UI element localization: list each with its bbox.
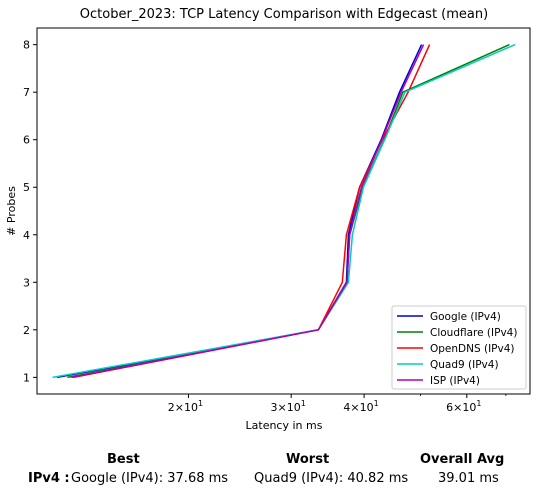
x-tick-exponent: 1 [374, 399, 379, 408]
x-tick-base: 6×10 [446, 401, 476, 414]
best-value: Google (IPv4): 37.68 ms [71, 471, 229, 486]
x-tick-label: 2×101 [168, 399, 203, 414]
series-line-1 [56, 44, 423, 379]
legend-entry: Cloudflare (IPv4) [430, 327, 517, 339]
y-tick-label: 2 [23, 324, 30, 337]
legend-frame [391, 305, 527, 390]
x-tick-exponent: 1 [198, 399, 203, 408]
legend-entry: Quad9 (IPv4) [430, 359, 499, 371]
chart-title: October_2023: TCP Latency Comparison wit… [80, 7, 488, 22]
plot-area [36, 27, 531, 395]
x-tick-label: 4×101 [343, 399, 378, 414]
plot-frame [36, 27, 531, 395]
legend-entry: ISP (IPv4) [430, 375, 480, 387]
overall-avg-value: 39.01 ms [438, 471, 499, 486]
x-tick-label: 6×101 [446, 399, 481, 414]
ipv4-row-label: IPv4 : [28, 471, 70, 486]
best-header: Best [107, 452, 140, 467]
series-line-3 [73, 44, 431, 379]
worst-value: Quad9 (IPv4): 40.82 ms [254, 471, 409, 486]
series-layer [52, 43, 516, 379]
legend: Google (IPv4) Cloudflare (IPv4) OpenDNS (I… [391, 305, 527, 390]
x-axis-label: Latency in ms [246, 419, 323, 432]
x-tick-label: 3×101 [271, 399, 306, 414]
y-tick-label: 8 [23, 39, 30, 52]
y-tick-label: 5 [23, 181, 30, 194]
y-axis-label: # Probes [5, 186, 18, 236]
y-axis-ticks: 1 2 3 4 5 6 7 8 [23, 39, 37, 384]
x-tick-base: 4×10 [343, 401, 373, 414]
y-tick-label: 1 [23, 371, 30, 384]
x-tick-exponent: 1 [301, 399, 306, 408]
series-line-5 [71, 44, 425, 379]
x-tick-base: 3×10 [271, 401, 301, 414]
x-tick-exponent: 1 [476, 399, 481, 408]
overall-avg-header: Overall Avg [420, 452, 505, 467]
latency-chart: October_2023: TCP Latency Comparison wit… [5, 7, 531, 432]
y-tick-label: 3 [23, 276, 30, 289]
y-tick-label: 4 [23, 229, 30, 242]
worst-header: Worst [286, 452, 330, 467]
y-tick-label: 6 [23, 134, 30, 147]
legend-entry: Google (IPv4) [430, 311, 501, 323]
legend-entry: OpenDNS (IPv4) [430, 343, 515, 355]
x-axis-ticks: 2×101 3×101 4×101 6×101 [168, 394, 507, 414]
y-tick-label: 7 [23, 86, 30, 99]
x-tick-base: 2×10 [168, 401, 198, 414]
